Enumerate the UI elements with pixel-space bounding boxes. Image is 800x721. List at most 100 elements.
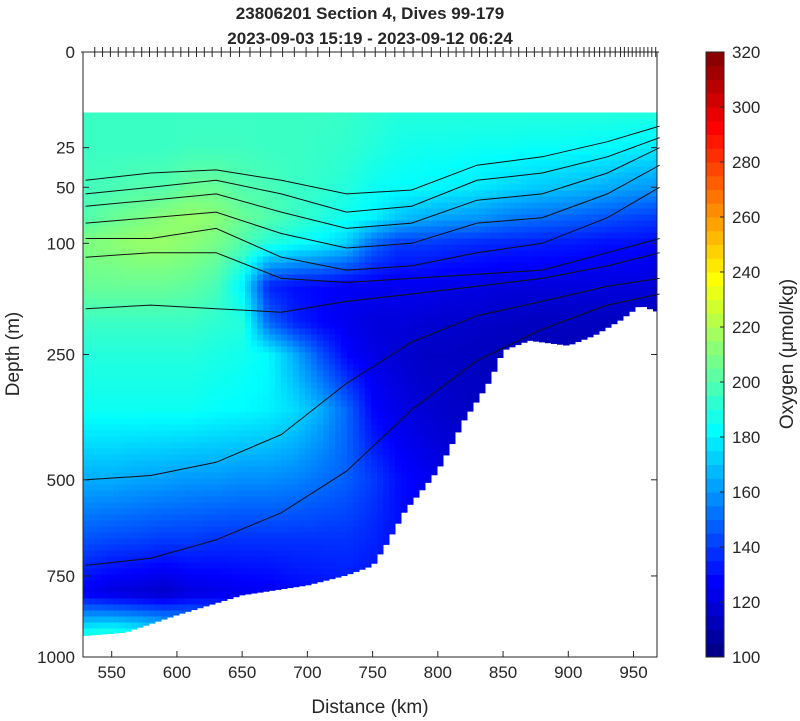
oxygen-cell — [389, 244, 396, 251]
oxygen-cell — [359, 274, 366, 281]
oxygen-cell — [203, 340, 210, 347]
oxygen-cell — [233, 220, 240, 227]
oxygen-cell — [143, 262, 150, 269]
oxygen-cell — [437, 436, 444, 443]
oxygen-cell — [365, 334, 372, 341]
oxygen-cell — [245, 580, 252, 587]
oxygen-cell — [323, 310, 330, 317]
oxygen-cell — [395, 238, 402, 245]
oxygen-cell — [335, 460, 342, 467]
oxygen-cell — [281, 526, 288, 533]
oxygen-cell — [209, 112, 216, 119]
oxygen-cell — [365, 448, 372, 455]
oxygen-cell — [101, 238, 108, 245]
oxygen-cell — [257, 220, 264, 227]
oxygen-cell — [383, 208, 390, 215]
oxygen-cell — [167, 112, 174, 119]
oxygen-cell — [341, 334, 348, 341]
oxygen-cell — [335, 442, 342, 449]
oxygen-cell — [167, 382, 174, 389]
oxygen-cell — [197, 208, 204, 215]
oxygen-cell — [149, 190, 156, 197]
oxygen-cell — [353, 238, 360, 245]
oxygen-cell — [143, 334, 150, 341]
oxygen-cell — [83, 268, 90, 275]
oxygen-cell — [413, 286, 420, 293]
oxygen-cell — [119, 412, 126, 419]
oxygen-cell — [245, 256, 252, 263]
oxygen-cell — [251, 154, 258, 161]
oxygen-cell — [131, 598, 138, 605]
oxygen-cell — [155, 472, 162, 479]
oxygen-cell — [293, 472, 300, 479]
oxygen-cell — [233, 232, 240, 239]
oxygen-cell — [101, 202, 108, 209]
oxygen-cell — [353, 550, 360, 557]
oxygen-cell — [347, 202, 354, 209]
oxygen-cell — [317, 382, 324, 389]
oxygen-cell — [275, 142, 282, 149]
oxygen-cell — [149, 238, 156, 245]
oxygen-cell — [101, 268, 108, 275]
oxygen-cell — [143, 616, 150, 623]
oxygen-cell — [173, 328, 180, 335]
oxygen-cell — [323, 478, 330, 485]
oxygen-cell — [443, 310, 450, 317]
oxygen-cell — [83, 136, 90, 143]
oxygen-cell — [101, 442, 108, 449]
oxygen-cell — [197, 166, 204, 173]
oxygen-cell — [353, 544, 360, 551]
oxygen-cell — [437, 340, 444, 347]
oxygen-cell — [335, 136, 342, 143]
oxygen-cell — [263, 268, 270, 275]
oxygen-cell — [221, 292, 228, 299]
oxygen-cell — [239, 412, 246, 419]
oxygen-cell — [329, 358, 336, 365]
oxygen-cell — [425, 124, 432, 131]
oxygen-cell — [191, 352, 198, 359]
oxygen-cell — [389, 274, 396, 281]
oxygen-cell — [149, 286, 156, 293]
oxygen-cell — [299, 406, 306, 413]
oxygen-cell — [89, 406, 96, 413]
oxygen-cell — [245, 220, 252, 227]
oxygen-cell — [173, 334, 180, 341]
oxygen-cell — [167, 268, 174, 275]
oxygen-cell — [257, 292, 264, 299]
oxygen-cell — [305, 196, 312, 203]
oxygen-cell — [107, 424, 114, 431]
oxygen-cell — [431, 124, 438, 131]
oxygen-cell — [233, 358, 240, 365]
oxygen-cell — [221, 490, 228, 497]
oxygen-cell — [365, 310, 372, 317]
oxygen-cell — [149, 442, 156, 449]
oxygen-cell — [419, 214, 426, 221]
oxygen-cell — [281, 352, 288, 359]
oxygen-cell — [359, 352, 366, 359]
oxygen-cell — [341, 532, 348, 539]
oxygen-cell — [293, 514, 300, 521]
oxygen-cell — [383, 280, 390, 287]
oxygen-cell — [245, 298, 252, 305]
oxygen-cell — [287, 418, 294, 425]
oxygen-cell — [413, 370, 420, 377]
oxygen-cell — [419, 478, 426, 485]
oxygen-cell — [125, 538, 132, 545]
oxygen-cell — [353, 370, 360, 377]
oxygen-cell — [131, 256, 138, 263]
oxygen-cell — [137, 232, 144, 239]
oxygen-cell — [281, 466, 288, 473]
oxygen-cell — [257, 406, 264, 413]
oxygen-cell — [335, 400, 342, 407]
oxygen-cell — [107, 250, 114, 257]
oxygen-cell — [137, 442, 144, 449]
oxygen-cell — [371, 502, 378, 509]
oxygen-cell — [305, 412, 312, 419]
oxygen-cell — [341, 268, 348, 275]
oxygen-cell — [131, 616, 138, 623]
oxygen-cell — [167, 262, 174, 269]
oxygen-cell — [263, 550, 270, 557]
oxygen-cell — [299, 520, 306, 527]
oxygen-cell — [347, 424, 354, 431]
oxygen-cell — [227, 340, 234, 347]
